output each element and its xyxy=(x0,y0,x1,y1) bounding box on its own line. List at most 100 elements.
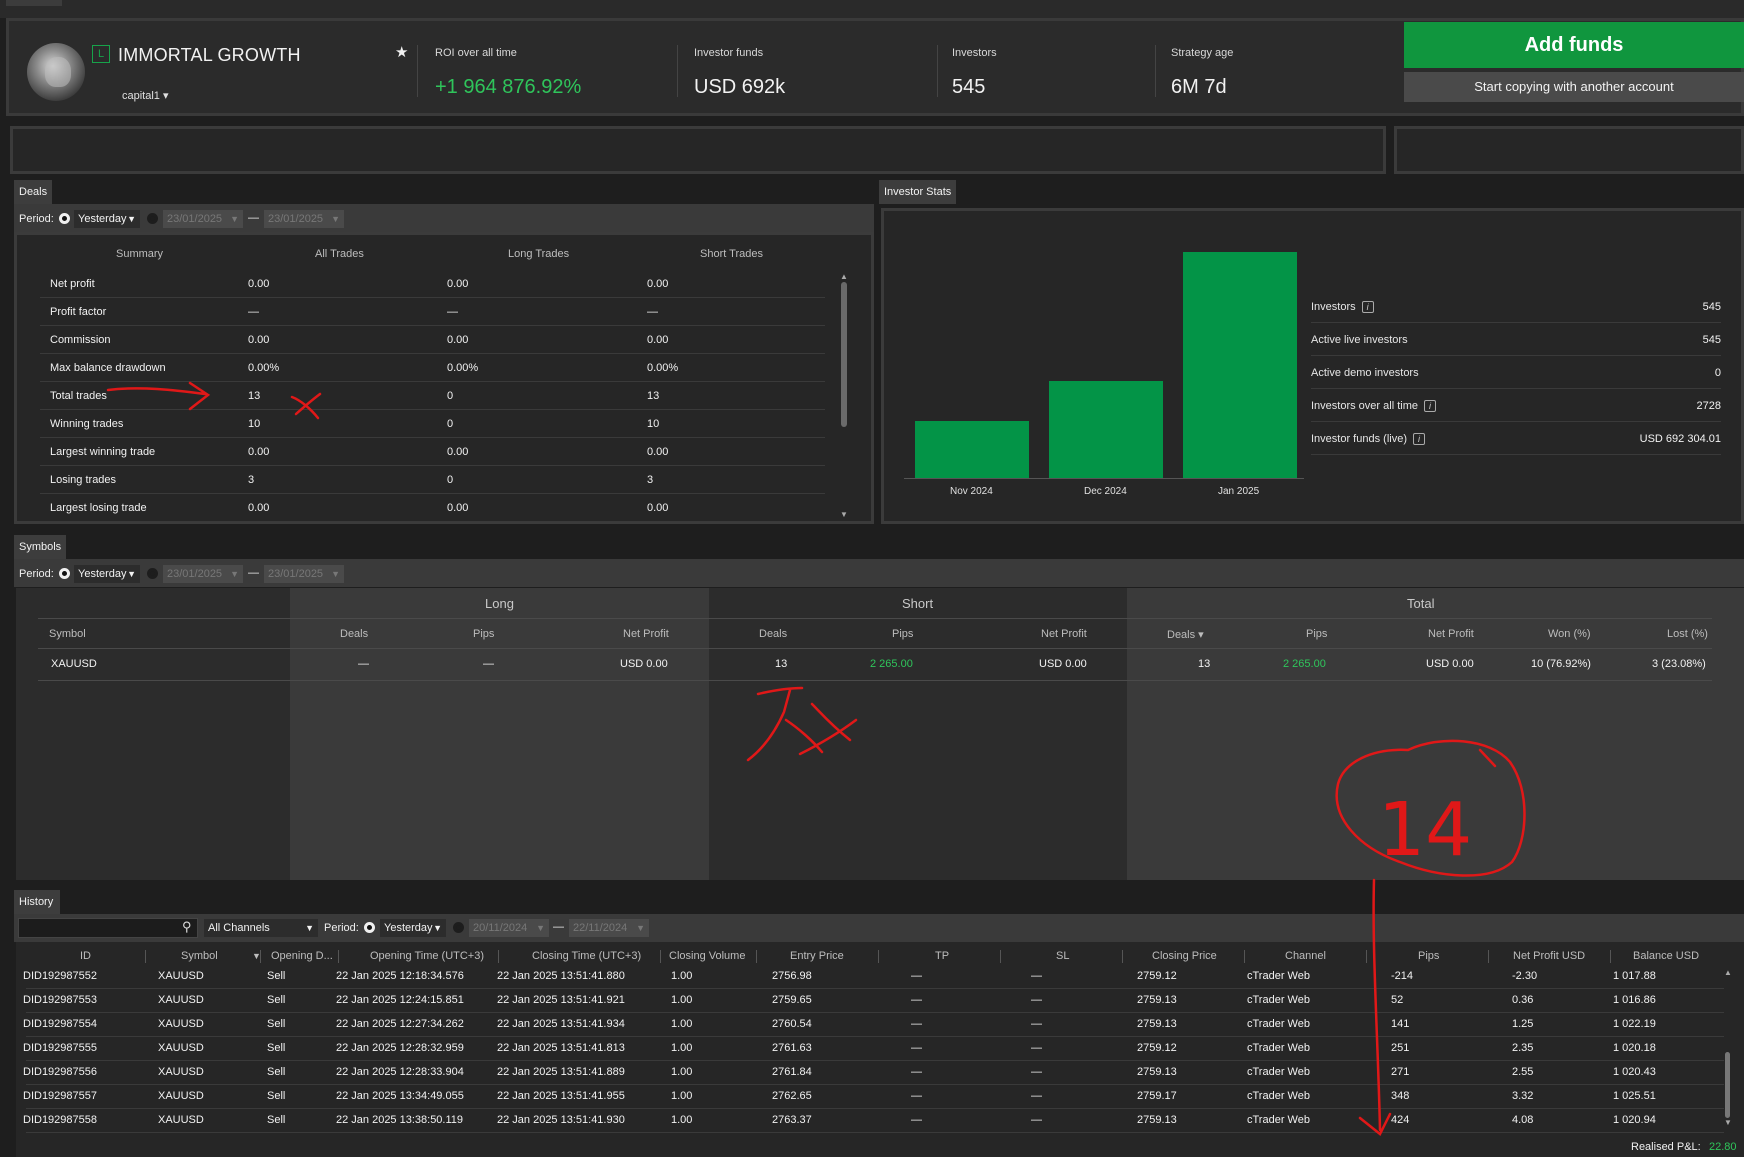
divider xyxy=(1155,45,1156,97)
scroll-down-icon[interactable]: ▼ xyxy=(1724,1118,1732,1127)
col-long-pips[interactable]: Pips xyxy=(473,628,495,640)
star-icon[interactable]: ★ xyxy=(395,44,409,61)
history-row[interactable]: DID192987556 XAUUSD Sell 22 Jan 2025 12:28:… xyxy=(23,1061,1724,1085)
history-cell-close: 22 Jan 2025 13:51:41.921 xyxy=(497,994,625,1006)
tab-history[interactable]: History xyxy=(14,890,60,914)
history-col-header[interactable]: TP xyxy=(935,950,950,962)
group-divider xyxy=(38,618,1712,619)
short-deals: 13 xyxy=(775,658,788,670)
history-col-header[interactable]: Symbol xyxy=(181,950,218,962)
col-lost[interactable]: Lost (%) xyxy=(1667,628,1708,640)
deals-cell: 0.00% xyxy=(647,362,679,374)
history-col-header[interactable]: Closing Time (UTC+3) xyxy=(532,950,642,962)
col-separator xyxy=(1488,950,1489,963)
scroll-down-icon[interactable]: ▼ xyxy=(840,510,848,519)
history-row[interactable]: DID192987554 XAUUSD Sell 22 Jan 2025 12:27:… xyxy=(23,1013,1724,1037)
avatar-face xyxy=(45,57,71,87)
scroll-up-icon[interactable]: ▲ xyxy=(1724,968,1732,977)
history-cell-vol: 1.00 xyxy=(671,1042,693,1054)
investor-stat-label: Investor funds (live) i xyxy=(1311,433,1425,445)
history-col-header[interactable]: Channel xyxy=(1285,950,1326,962)
history-col-header[interactable]: Pips xyxy=(1418,950,1440,962)
history-col-header[interactable]: Net Profit USD xyxy=(1513,950,1586,962)
deals-scrollbar[interactable] xyxy=(841,282,847,427)
date-to-input[interactable]: 23/01/2025 ▼ xyxy=(264,210,344,228)
col-short-net-profit[interactable]: Net Profit xyxy=(1041,628,1087,640)
history-table xyxy=(16,942,1744,1157)
info-icon[interactable]: i xyxy=(1423,400,1436,412)
history-cell-sl: — xyxy=(1031,1090,1042,1102)
info-icon[interactable]: i xyxy=(1412,433,1425,445)
col-total-net-profit[interactable]: Net Profit xyxy=(1428,628,1474,640)
deals-cell: — xyxy=(647,306,658,318)
col-total-deals[interactable]: Deals ▾ xyxy=(1167,629,1204,641)
sort-desc-icon[interactable]: ▼ xyxy=(252,951,261,961)
history-cell-symbol: XAUUSD xyxy=(158,1018,204,1030)
col-long-net-profit[interactable]: Net Profit xyxy=(623,628,669,640)
col-separator xyxy=(756,950,757,963)
range-dash: — xyxy=(248,212,259,224)
col-long-deals[interactable]: Deals xyxy=(340,628,369,640)
period-radio-preset[interactable] xyxy=(364,922,375,933)
search-input[interactable] xyxy=(18,918,198,938)
period-radio-custom[interactable] xyxy=(453,922,464,933)
history-cell-channel: cTrader Web xyxy=(1247,1042,1310,1054)
history-col-header[interactable]: Entry Price xyxy=(790,950,844,962)
period-select[interactable]: Yesterday ▼ xyxy=(380,919,446,937)
history-row[interactable]: DID192987555 XAUUSD Sell 22 Jan 2025 12:28:… xyxy=(23,1037,1724,1061)
period-select[interactable]: Yesterday ▼ xyxy=(74,565,140,583)
tab-investor-stats[interactable]: Investor Stats xyxy=(879,180,956,204)
scroll-up-icon[interactable]: ▲ xyxy=(840,272,848,281)
chevron-down-icon: ▼ xyxy=(127,569,136,579)
deals-row: Profit factor — — — xyxy=(40,298,825,326)
history-cell-symbol: XAUUSD xyxy=(158,1090,204,1102)
date-to-input[interactable]: 23/01/2025 ▼ xyxy=(264,565,344,583)
history-cell-dir: Sell xyxy=(267,1066,286,1078)
period-radio-custom[interactable] xyxy=(147,568,158,579)
deals-cell: 0.00 xyxy=(447,278,469,290)
add-funds-button[interactable]: Add funds xyxy=(1404,22,1744,68)
investor-stat-row: Investor funds (live) i USD 692 304.01 xyxy=(1311,425,1721,455)
history-col-header[interactable]: ID xyxy=(80,950,91,962)
history-col-header[interactable]: SL xyxy=(1056,950,1070,962)
col-won[interactable]: Won (%) xyxy=(1548,628,1591,640)
period-radio-custom[interactable] xyxy=(147,213,158,224)
col-short-pips[interactable]: Pips xyxy=(892,628,914,640)
history-scrollbar[interactable] xyxy=(1725,1052,1730,1118)
col-total-pips[interactable]: Pips xyxy=(1306,628,1328,640)
history-col-header[interactable]: Opening Time (UTC+3) xyxy=(370,950,485,962)
period-select[interactable]: Yesterday ▼ xyxy=(74,210,140,228)
history-cell-profit: 3.32 xyxy=(1512,1090,1534,1102)
date-from-input[interactable]: 23/01/2025 ▼ xyxy=(163,210,243,228)
date-from-input[interactable]: 20/11/2024 ▼ xyxy=(469,919,549,937)
channels-select[interactable]: All Channels ▼ xyxy=(204,919,318,937)
provider-dropdown[interactable]: capital1 ▾ xyxy=(122,90,169,102)
history-cell-pips: 271 xyxy=(1391,1066,1410,1078)
copy-another-account-button[interactable]: Start copying with another account xyxy=(1404,72,1744,102)
col-symbol[interactable]: Symbol xyxy=(49,628,86,640)
date-to-input[interactable]: 22/11/2024 ▼ xyxy=(569,919,649,937)
date-from-input[interactable]: 23/01/2025 ▼ xyxy=(163,565,243,583)
history-cell-entry: 2763.37 xyxy=(772,1114,812,1126)
history-row[interactable]: DID192987553 XAUUSD Sell 22 Jan 2025 12:24:… xyxy=(23,989,1724,1013)
col-short-deals[interactable]: Deals xyxy=(759,628,788,640)
history-row[interactable]: DID192987552 XAUUSD Sell 22 Jan 2025 12:18:… xyxy=(23,965,1724,989)
deals-row-label: Largest losing trade xyxy=(50,502,147,514)
search-icon[interactable]: ⚲ xyxy=(182,919,192,934)
history-row[interactable]: DID192987558 XAUUSD Sell 22 Jan 2025 13:38:… xyxy=(23,1109,1724,1133)
period-radio-preset[interactable] xyxy=(59,568,70,579)
tab-symbols[interactable]: Symbols xyxy=(14,535,66,559)
info-icon[interactable]: i xyxy=(1361,301,1374,313)
history-cell-tp: — xyxy=(911,1090,922,1102)
tab-deals[interactable]: Deals xyxy=(14,180,52,204)
history-col-header[interactable]: Balance USD xyxy=(1633,950,1700,962)
history-col-header[interactable]: Opening D... xyxy=(271,950,333,962)
history-col-header[interactable]: Closing Volume xyxy=(669,950,746,962)
period-radio-preset[interactable] xyxy=(59,213,70,224)
history-cell-symbol: XAUUSD xyxy=(158,994,204,1006)
deals-row: Largest winning trade 0.00 0.00 0.00 xyxy=(40,438,825,466)
history-cell-cprice: 2759.12 xyxy=(1137,970,1177,982)
tab-stub[interactable] xyxy=(6,0,62,6)
history-row[interactable]: DID192987557 XAUUSD Sell 22 Jan 2025 13:34:… xyxy=(23,1085,1724,1109)
history-col-header[interactable]: Closing Price xyxy=(1152,950,1217,962)
